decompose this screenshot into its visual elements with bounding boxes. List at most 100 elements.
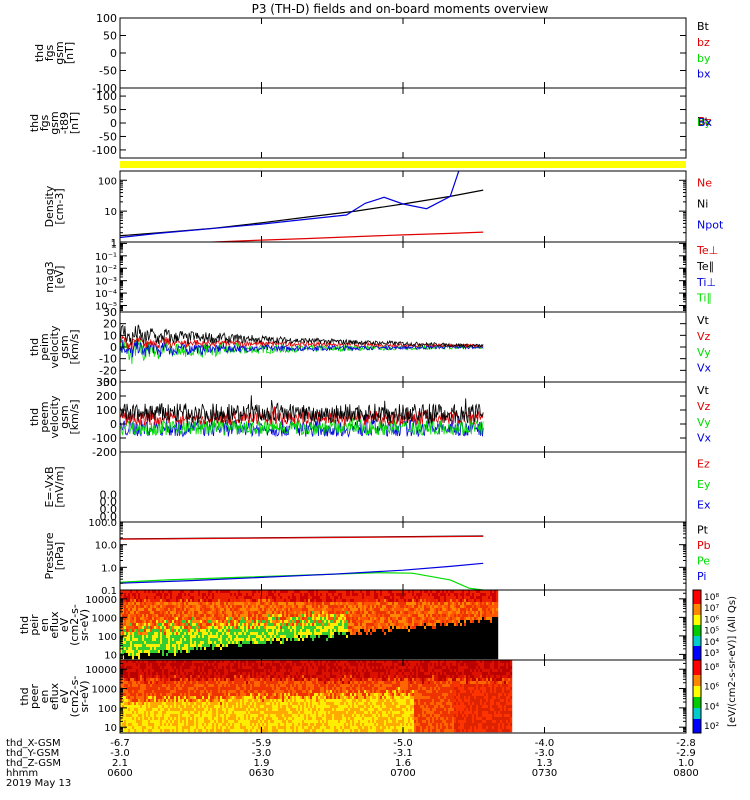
axis-row-name: hhmm [6, 768, 38, 779]
panels: 100500-50-100thdfgsgsm[nT]Btbzbybx100500… [18, 12, 738, 734]
spectrogram [120, 660, 513, 733]
colorbar-tick-label: 10⁴ [704, 702, 719, 712]
y-axis-label: [mV/m] [53, 466, 66, 507]
y-tick-label: -50 [99, 65, 117, 78]
legend-entry: Pe [697, 555, 710, 568]
figure-title: P3 (TH-D) fields and on-board moments ov… [252, 2, 549, 16]
y-tick-label: 20 [103, 318, 117, 331]
legend-entry: Ey [697, 478, 711, 491]
legend-entry: By [697, 116, 712, 129]
legend: Vt Vz Vy Vx [697, 314, 712, 375]
y-axis-label: [nT] [68, 112, 81, 134]
y-tick-label: -20 [99, 364, 117, 377]
panel-frame [119, 170, 687, 243]
series-group [120, 535, 484, 590]
y-axis-label: mag3 [43, 261, 56, 292]
y-tick-label: 200 [96, 390, 117, 403]
y-tick-label: 0.0 [100, 488, 118, 501]
colorbar-tick-label: 10⁶ [704, 615, 719, 625]
legend-entry: Ne [697, 177, 712, 190]
y-tick-label: 100 [98, 176, 117, 187]
colorbar-tick-label: 10³ [704, 649, 719, 659]
y-axis-label: eflux [48, 611, 61, 639]
y-tick-label: 0.0 [100, 496, 118, 509]
y-axis-label: gsm [58, 405, 71, 428]
legend-entry: Vt [697, 384, 710, 397]
y-axis-label: E=-VxB [43, 466, 56, 507]
panel-3: 100 10 1 Density[cm-3] Ne Ni Npot [43, 170, 724, 249]
y-tick-label: -30 [99, 376, 117, 389]
y-axis-label: [km/s] [68, 399, 81, 434]
y-axis-label: Pressure [43, 532, 56, 579]
axis-value: -3.0 [252, 748, 272, 759]
panel-9: 10⁸10⁷10⁶10⁵10⁴10³10000100010010thdpeire… [18, 589, 719, 661]
y-axis-label: gsm [53, 41, 66, 64]
legend: Pt Pb Pe Pi [697, 524, 711, 583]
y-ticks: 10000 1000 100 10 [85, 660, 687, 734]
noise-line-4 [120, 395, 484, 425]
y-ticks: 0.00.00.00.0 [100, 452, 687, 523]
axis-value: -3.0 [535, 748, 555, 759]
axis-value: -2.9 [676, 748, 696, 759]
noise-series-group [120, 395, 484, 438]
legend: Te⊥ Te∥ Ti⊥ Ti∥ [696, 244, 718, 305]
y-tick-label: 10000 [85, 595, 117, 606]
axis-value: 1.9 [254, 758, 270, 769]
y-axis-label: thd [18, 616, 31, 634]
panel-frame [119, 451, 687, 523]
legend-entry: Vx [697, 362, 712, 375]
axis-row-name: thd_X-GSM [6, 738, 61, 749]
axis-value: -3.1 [393, 748, 413, 759]
y-tick-label: 0.0 [100, 503, 118, 516]
colorbar-tick-label: 10⁸ [704, 663, 719, 673]
legend-entry: Ti∥ [696, 292, 712, 305]
y-tick-label: 1 [111, 238, 117, 249]
axis-value: 1.3 [537, 758, 553, 769]
y-tick-label: 1000 [92, 613, 117, 624]
y-axis-label: [cm-3] [53, 188, 66, 224]
y-tick-label: 10⁻¹ [95, 252, 117, 263]
legend-entry: Ex [697, 499, 711, 512]
y-tick-label: -100 [92, 144, 117, 157]
y-ticks: 10000 1000 100 10 [85, 590, 687, 661]
y-tick-label: 10000 [85, 665, 117, 676]
colorbar-tick-label: 10⁶ [704, 683, 719, 693]
colorbar-tick-label: 10⁵ [704, 627, 719, 637]
y-tick-label: 10 [104, 650, 117, 661]
y-tick-label: 100 [98, 632, 117, 643]
y-axis-label: fgs [43, 44, 56, 61]
legend-entry: Bz [698, 115, 712, 128]
y-tick-label: 10 [104, 207, 117, 218]
y-axis-label: thd [28, 338, 41, 356]
y-ticks: 1 10⁻¹10⁻² 10⁻³10⁻⁴ 10⁻⁵ [95, 239, 687, 313]
legend-entry: Bt [697, 115, 710, 128]
series-line-3 [120, 572, 484, 590]
axis-value: 0800 [673, 768, 698, 779]
y-tick-label: 1 [111, 239, 117, 250]
legend: Ez Ey Ex [697, 457, 711, 511]
y-tick-label: 0.0 [100, 510, 118, 523]
y-tick-label: 0.1 [101, 586, 117, 597]
y-axis-label: sr-eV) [78, 609, 91, 641]
series-line-1 [120, 189, 484, 237]
colorbar-tick-label: 10² [704, 722, 719, 732]
y-tick-label: 10.0 [95, 541, 117, 552]
legend-entry: Ti⊥ [696, 276, 716, 289]
y-axis-label: [eV] [53, 266, 66, 289]
legend-entry: Bt [697, 20, 710, 33]
y-tick-label: -50 [99, 130, 117, 143]
colorbar: 10⁸ 10⁶ 10⁴ 10² [eV/(cm2-s-sr-eV)] (All Qs) [692, 596, 738, 734]
y-tick-label: 30 [103, 306, 117, 319]
axis-value: 0600 [107, 768, 132, 779]
axis-row-name: thd_Y-GSM [6, 748, 59, 759]
y-tick-label: 0 [110, 341, 117, 354]
y-ticks: 100 10 1 [98, 171, 687, 249]
y-axis-label: eV [58, 689, 71, 704]
axis-value: -6.7 [110, 738, 130, 749]
legend-entry: Pi [697, 570, 706, 583]
